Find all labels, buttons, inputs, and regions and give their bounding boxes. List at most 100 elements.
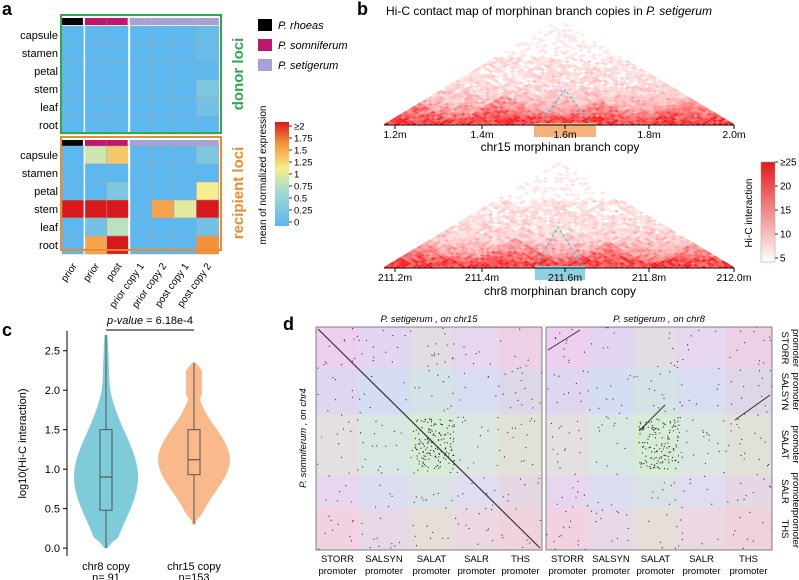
dotplot-block-0-1-3 <box>454 369 499 414</box>
n-label-0: n= 91 <box>92 572 120 580</box>
heat-cell-1-5-0 <box>61 235 85 255</box>
dotplot-block-1-1-0 <box>546 369 589 414</box>
heat-cell-1-1-0 <box>61 163 85 183</box>
heat-cell-1-1-6 <box>196 163 220 183</box>
heat-cell-1-3-1 <box>84 199 108 219</box>
dotplot-block-0-0-1 <box>359 327 409 369</box>
hic-cb-tick-2: 15 <box>780 206 792 217</box>
legend-label-somniferum: P. somniferum <box>278 40 348 52</box>
chr8-highlight-region <box>535 266 585 280</box>
heat-cell-1-0-4 <box>151 145 175 165</box>
dotplot-block-1-3-4 <box>725 475 772 508</box>
heat-cell-0-3-1 <box>84 79 108 99</box>
violin-chart: 0.0 0.5 1.0 1.5 2.0 2.5 log10(Hi-C interaction… <box>17 315 230 580</box>
heat-cell-1-3-6 <box>196 199 220 219</box>
y-tick-0: 0.0 <box>45 543 60 555</box>
expr-tick-0: ≥2 <box>294 122 305 133</box>
chr8-axis-label: chr8 morphinan branch copy <box>484 284 636 298</box>
hic-cb-tick-4: 5 <box>780 254 786 265</box>
species-bar-1-5 <box>174 140 197 147</box>
dotplot-block-0-4-3 <box>454 508 499 550</box>
heat-cell-1-0-6 <box>196 145 220 165</box>
heat-cell-1-0-1 <box>84 145 108 165</box>
heat-cell-0-1-3 <box>128 43 152 63</box>
dotplot-block-0-0-4 <box>499 327 542 369</box>
heat-cell-0-5-5 <box>173 115 197 135</box>
heat-cell-0-4-1 <box>84 97 108 117</box>
synteny-diagonal <box>317 328 541 549</box>
heat-cell-1-2-4 <box>151 181 175 201</box>
panel-c-letter: c <box>2 320 12 340</box>
heat-cell-1-2-5 <box>173 181 197 201</box>
dot-col-label-1-2: SALAT <box>641 554 671 565</box>
dot-row-label-2: SALAT <box>779 430 790 460</box>
heat-cell-1-0-3 <box>128 145 152 165</box>
dotplot-block-0-2-1 <box>359 414 409 475</box>
row-label-0-3: stem <box>34 84 58 96</box>
dotplot-block-0-0-2 <box>409 327 454 369</box>
heat-cell-1-3-3 <box>128 199 152 219</box>
dotplot-block-0-2-4 <box>499 414 542 475</box>
hic-map-chr8 <box>384 162 734 269</box>
heat-cell-1-1-4 <box>151 163 175 183</box>
dotplot-block-1-1-4 <box>725 369 772 414</box>
dotplot-block-0-1-4 <box>499 369 542 414</box>
species-bar-1-0 <box>62 140 85 147</box>
dotplot-block-0-1-1 <box>359 369 409 414</box>
species-bar-1-4 <box>151 140 174 147</box>
heat-cell-0-1-1 <box>84 43 108 63</box>
heat-cell-0-2-6 <box>196 61 220 81</box>
heat-cell-0-5-6 <box>196 115 220 135</box>
dotplot-block-0-3-1 <box>359 475 409 508</box>
chr15-tick-3: 1.8m <box>637 129 661 141</box>
heat-cell-0-5-1 <box>84 115 108 135</box>
dotplot-block-1-3-3 <box>678 475 725 508</box>
heat-cell-1-0-0 <box>61 145 85 165</box>
species-bar-0-6 <box>196 18 219 25</box>
heat-cell-0-5-0 <box>61 115 85 135</box>
species-bar-0-5 <box>174 18 197 25</box>
expression-colorbar: mean of normalized expression ≥21.751.51… <box>258 106 313 245</box>
heat-cell-1-4-5 <box>173 217 197 237</box>
dotplot-block-0-2-0 <box>316 414 359 475</box>
dotplot-block-1-2-2 <box>633 414 678 475</box>
box-1 <box>187 429 201 476</box>
chr15-tick-2: 1.6m <box>553 129 577 141</box>
dot-col-label-1-1: SALSYN <box>592 554 630 565</box>
heat-cell-0-2-3 <box>128 61 152 81</box>
dotplot-block-0-3-4 <box>499 475 542 508</box>
dot-row-sub-2: promoter <box>790 425 799 463</box>
dot-col-sub-0-4: promoter <box>501 566 539 577</box>
heat-cell-0-0-3 <box>128 25 152 45</box>
heat-cell-1-4-6 <box>196 217 220 237</box>
dotplot-frame-1 <box>545 326 773 551</box>
dotplot-block-0-3-0 <box>316 475 359 508</box>
expr-tick-3: 1.25 <box>294 158 313 169</box>
dot-col-label-0-1: SALSYN <box>365 554 403 565</box>
hic-title: Hi-C contact map of morphinan branch cop… <box>386 4 712 18</box>
panel-b-letter: b <box>357 0 368 19</box>
chr15-tick-0: 1.2m <box>383 129 407 141</box>
heat-cell-1-4-1 <box>84 217 108 237</box>
y-axis-label: log10(Hi-C interaction) <box>17 388 29 498</box>
heat-cell-1-5-4 <box>151 235 175 255</box>
dot-col-sub-1-1: promoter <box>592 566 630 577</box>
heat-cell-0-0-6 <box>196 25 220 45</box>
dotplot-block-1-0-0 <box>546 327 589 369</box>
chr8-tick-2: 211.6m <box>548 272 582 284</box>
dot-col-sub-0-1: promoter <box>365 566 403 577</box>
chr8-tick-4: 212.0m <box>716 272 751 284</box>
dot-col-label-0-0: STORR <box>321 554 354 565</box>
dotplot-block-1-1-1 <box>589 369 633 414</box>
heat-cell-0-3-0 <box>61 79 85 99</box>
panel-a-letter: a <box>2 0 13 19</box>
dot-col-sub-1-0: promoter <box>548 566 586 577</box>
dot-row-label-1: SALSYN <box>779 373 790 411</box>
recipient-loci-label: recipient loci <box>230 147 247 240</box>
species-bar-0-3 <box>129 18 152 25</box>
dotplot-block-1-2-0 <box>546 414 589 475</box>
tad-marker <box>539 88 592 125</box>
expression-colorbar-gradient <box>275 122 289 226</box>
dotplot-block-1-2-4 <box>725 414 772 475</box>
dotplot-block-1-4-1 <box>589 508 633 550</box>
